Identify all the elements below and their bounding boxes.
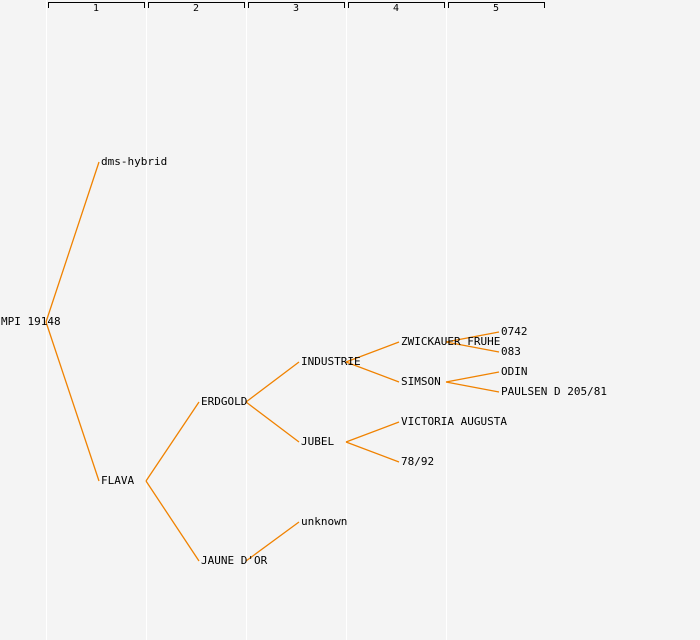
tree-node-78-92[interactable]: 78/92 <box>401 455 435 468</box>
tree-node-083[interactable]: 083 <box>501 345 521 358</box>
ruler-label: 2 <box>192 3 200 14</box>
branch-line-simson-to-paulsen-d-205-81 <box>445 381 500 393</box>
tree-node-erdgold[interactable]: ERDGOLD <box>201 395 248 408</box>
ruler-bracket-5: 5 <box>447 2 545 14</box>
tree-node-dms-hybrid[interactable]: dms-hybrid <box>101 155 168 168</box>
ruler-label: 5 <box>492 3 500 14</box>
tree-node-zwickauer-fruhe[interactable]: ZWICKAUER FRUHE <box>401 335 501 348</box>
tree-node-industrie[interactable]: INDUSTRIE <box>301 355 361 368</box>
ruler-bracket-4: 4 <box>347 2 445 14</box>
branch-line-industrie-to-simson <box>345 361 400 383</box>
branch-line-flava-to-erdgold <box>145 401 200 482</box>
ruler-bracket-2: 2 <box>147 2 245 14</box>
tree-node-unknown[interactable]: unknown <box>301 515 348 528</box>
branch-line-zwickauer-fruhe-to-0742 <box>445 331 500 343</box>
tree-node-mpi-19148[interactable]: MPI 19148 <box>1 315 61 328</box>
branch-line-mpi-19148-to-dms-hybrid <box>45 161 100 323</box>
gridline-gen-3 <box>245 0 247 640</box>
tree-node-jubel[interactable]: JUBEL <box>301 435 335 448</box>
tree-node-victoria-augusta[interactable]: VICTORIA AUGUSTA <box>401 415 507 428</box>
branch-line-mpi-19148-to-flava <box>45 321 100 482</box>
ruler-bracket-3: 3 <box>247 2 345 14</box>
tree-node-odin[interactable]: ODIN <box>501 365 528 378</box>
branch-line-erdgold-to-jubel <box>245 401 300 443</box>
ruler-label: 1 <box>92 3 100 14</box>
tree-node-simson[interactable]: SIMSON <box>401 375 441 388</box>
tree-node-0742[interactable]: 0742 <box>501 325 528 338</box>
branch-line-industrie-to-zwickauer-fruhe <box>345 341 400 363</box>
tree-node-jaune-dor[interactable]: JAUNE D'OR <box>201 554 268 567</box>
branch-line-simson-to-odin <box>445 371 500 383</box>
gridline-gen-2 <box>145 0 147 640</box>
ruler-bracket-1: 1 <box>47 2 145 14</box>
ruler-label: 4 <box>392 3 400 14</box>
tree-node-flava[interactable]: FLAVA <box>101 474 135 487</box>
branch-line-jaune-dor-to-unknown <box>245 521 300 562</box>
branch-line-jubel-to-victoria-augusta <box>345 421 400 443</box>
gridline-gen-4 <box>345 0 347 640</box>
branch-line-jubel-to-78-92 <box>345 441 400 463</box>
ruler-label: 3 <box>292 3 300 14</box>
branch-line-erdgold-to-industrie <box>245 361 300 403</box>
branch-line-flava-to-jaune-dor <box>145 480 200 562</box>
tree-node-paulsen-d-205-81[interactable]: PAULSEN D 205/81 <box>501 385 607 398</box>
branch-line-zwickauer-fruhe-to-083 <box>445 341 500 353</box>
gridline-gen-5 <box>445 0 447 640</box>
